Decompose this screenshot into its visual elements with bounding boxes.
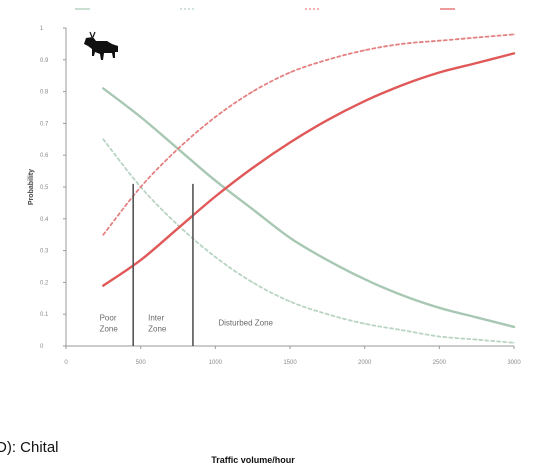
series-point-2 bbox=[475, 338, 478, 341]
series-point-3 bbox=[401, 43, 403, 45]
series-point-2 bbox=[363, 322, 366, 325]
series-point-1 bbox=[326, 259, 329, 262]
series-point-4 bbox=[363, 100, 366, 103]
x-tick-label: 1000 bbox=[209, 360, 223, 366]
series-line-1 bbox=[102, 87, 516, 329]
x-tick-label: 2000 bbox=[358, 360, 372, 366]
series-point-2 bbox=[177, 224, 179, 227]
series-point-3 bbox=[214, 116, 217, 118]
zone-label-1: Zone bbox=[100, 324, 119, 333]
y-axis-label: Probability bbox=[28, 169, 35, 205]
series-point-1 bbox=[102, 87, 105, 90]
zone-label-2: Zone bbox=[148, 324, 167, 333]
x-tick-label: 1500 bbox=[283, 360, 297, 366]
zone-label-2: Inter bbox=[148, 313, 164, 322]
series-line-4 bbox=[102, 52, 516, 287]
series-point-4 bbox=[214, 195, 217, 198]
series-point-2 bbox=[401, 329, 403, 331]
series-point-3 bbox=[513, 33, 515, 36]
series-point-2 bbox=[102, 138, 105, 141]
zone-label-3: Disturbed Zone bbox=[218, 318, 273, 327]
zone-labels: Poor Zone Inter Zone Disturbed Zone bbox=[100, 313, 274, 333]
series-point-1 bbox=[363, 278, 366, 281]
x-tick-label: 500 bbox=[136, 360, 147, 366]
series-point-1 bbox=[438, 306, 441, 309]
series-point-1 bbox=[214, 179, 217, 182]
series-point-3 bbox=[475, 36, 478, 39]
series-line-3 bbox=[102, 33, 515, 236]
series-point-4 bbox=[475, 62, 478, 64]
series-point-4 bbox=[177, 227, 179, 230]
series-point-3 bbox=[289, 71, 291, 74]
y-tick-label: 0.8 bbox=[40, 90, 49, 96]
y-tick-label: 0.2 bbox=[40, 280, 49, 286]
series-point-3 bbox=[326, 58, 329, 61]
series-point-4 bbox=[401, 84, 403, 87]
series-point-2 bbox=[289, 300, 291, 303]
series-point-2 bbox=[214, 256, 217, 258]
y-ticks: 0 0.1 0.2 0.3 0.4 0.5 0.6 0.7 0.8 0.9 1 bbox=[40, 26, 66, 350]
x-tick-label: 3000 bbox=[507, 360, 521, 366]
y-tick-label: 0.7 bbox=[40, 121, 49, 127]
x-tick-label: 0 bbox=[64, 360, 68, 366]
series-point-1 bbox=[289, 236, 291, 239]
zone-threshold-lines bbox=[132, 183, 194, 346]
series-point-2 bbox=[438, 335, 441, 338]
series-point-3 bbox=[363, 49, 366, 52]
series-point-3 bbox=[102, 233, 105, 236]
x-axis-label: Traffic volume/hour bbox=[211, 455, 295, 465]
series-point-2 bbox=[326, 313, 329, 316]
panel-caption: D): Chital bbox=[0, 439, 59, 456]
series-point-1 bbox=[401, 294, 403, 297]
series-point-4 bbox=[139, 259, 142, 262]
series-point-3 bbox=[251, 90, 254, 93]
y-tick-label: 0.3 bbox=[40, 249, 49, 255]
series-point-4 bbox=[102, 284, 105, 287]
series-point-3 bbox=[438, 39, 441, 42]
y-tick-label: 1 bbox=[40, 26, 44, 32]
x-tick-label: 2500 bbox=[433, 360, 447, 366]
series-point-1 bbox=[139, 116, 142, 118]
x-ticks: 0 500 1000 1500 2000 2500 3000 bbox=[64, 346, 521, 366]
series-point-2 bbox=[251, 281, 254, 284]
series-point-2 bbox=[513, 341, 515, 344]
series-point-1 bbox=[251, 208, 254, 211]
series-lines bbox=[102, 33, 516, 344]
y-tick-label: 0.1 bbox=[40, 312, 49, 318]
series-point-4 bbox=[326, 119, 329, 122]
series-point-3 bbox=[139, 186, 142, 188]
zone-label-1: Poor bbox=[100, 313, 117, 322]
y-tick-label: 0 bbox=[40, 344, 44, 350]
y-tick-label: 0.6 bbox=[40, 153, 49, 159]
series-point-4 bbox=[289, 141, 291, 144]
y-tick-label: 0.4 bbox=[40, 217, 49, 223]
series-point-1 bbox=[475, 316, 478, 319]
series-point-4 bbox=[513, 52, 515, 55]
series-line-2 bbox=[102, 138, 515, 344]
deer-silhouette-icon bbox=[84, 31, 118, 60]
series-point-4 bbox=[438, 71, 441, 74]
series-point-3 bbox=[177, 147, 179, 150]
series-point-1 bbox=[513, 326, 515, 328]
series-point-4 bbox=[251, 167, 254, 169]
y-tick-label: 0.5 bbox=[40, 185, 49, 191]
y-tick-label: 0.9 bbox=[40, 58, 49, 64]
